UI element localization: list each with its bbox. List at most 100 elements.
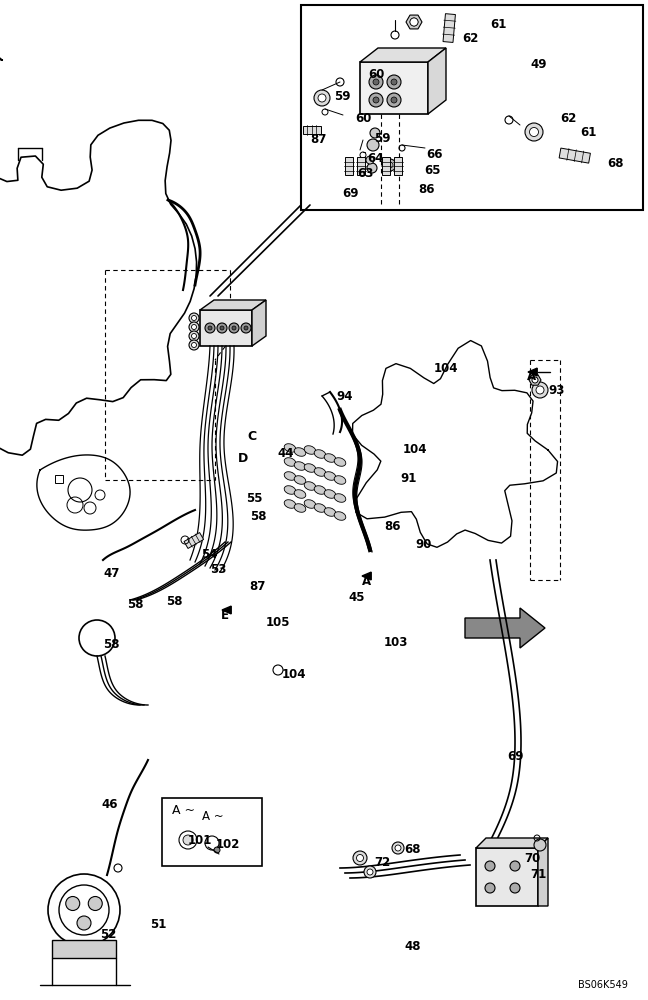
Bar <box>55 475 63 483</box>
Circle shape <box>229 323 239 333</box>
Text: 86: 86 <box>384 520 400 533</box>
Text: 103: 103 <box>384 636 408 649</box>
Polygon shape <box>252 300 266 346</box>
Text: 70: 70 <box>524 852 540 865</box>
Circle shape <box>318 94 326 102</box>
Circle shape <box>485 861 495 871</box>
Ellipse shape <box>304 482 316 490</box>
Ellipse shape <box>334 458 346 466</box>
Text: 101: 101 <box>188 834 213 847</box>
Circle shape <box>353 851 367 865</box>
Circle shape <box>384 159 396 171</box>
Polygon shape <box>200 300 266 310</box>
Text: 86: 86 <box>418 183 435 196</box>
Circle shape <box>391 97 397 103</box>
Circle shape <box>314 90 330 106</box>
Text: 63: 63 <box>357 167 373 180</box>
Text: 51: 51 <box>150 918 167 931</box>
Bar <box>200 310 252 346</box>
Circle shape <box>387 93 401 107</box>
Text: 61: 61 <box>490 18 506 31</box>
Bar <box>162 798 262 866</box>
Circle shape <box>189 340 199 350</box>
Text: 58: 58 <box>166 595 183 608</box>
Polygon shape <box>362 572 371 580</box>
Text: 58: 58 <box>250 510 266 523</box>
Ellipse shape <box>284 486 295 494</box>
Ellipse shape <box>324 472 336 480</box>
Circle shape <box>217 323 227 333</box>
Circle shape <box>391 31 399 39</box>
Polygon shape <box>528 368 537 376</box>
Ellipse shape <box>284 500 295 508</box>
Polygon shape <box>222 606 231 614</box>
Text: 104: 104 <box>282 668 307 681</box>
Polygon shape <box>428 48 446 114</box>
Ellipse shape <box>324 454 336 462</box>
Circle shape <box>366 156 374 164</box>
Text: E: E <box>221 609 229 622</box>
Text: 68: 68 <box>607 157 623 170</box>
Circle shape <box>534 839 546 851</box>
Ellipse shape <box>284 444 295 452</box>
Circle shape <box>183 835 193 845</box>
Ellipse shape <box>324 490 336 498</box>
Circle shape <box>244 326 248 330</box>
Circle shape <box>192 342 196 348</box>
Circle shape <box>410 18 418 26</box>
Bar <box>301 5 643 210</box>
Text: 62: 62 <box>560 112 576 125</box>
Text: 91: 91 <box>400 472 417 485</box>
Circle shape <box>373 97 379 103</box>
Circle shape <box>192 334 196 338</box>
Polygon shape <box>529 375 541 385</box>
Ellipse shape <box>334 494 346 502</box>
Text: 62: 62 <box>462 32 478 45</box>
Text: A: A <box>362 575 371 588</box>
Circle shape <box>373 79 379 85</box>
Polygon shape <box>443 14 456 42</box>
Circle shape <box>192 324 196 330</box>
Text: 93: 93 <box>548 384 564 397</box>
Circle shape <box>525 123 543 141</box>
Text: 60: 60 <box>355 112 371 125</box>
Circle shape <box>410 18 418 26</box>
Circle shape <box>367 139 379 151</box>
Text: 104: 104 <box>403 443 428 456</box>
Circle shape <box>367 869 373 875</box>
Circle shape <box>364 866 376 878</box>
Text: A ~: A ~ <box>202 810 224 823</box>
Circle shape <box>208 326 212 330</box>
Polygon shape <box>360 48 446 62</box>
Text: 69: 69 <box>342 187 358 200</box>
Text: 59: 59 <box>334 90 351 103</box>
Text: 58: 58 <box>103 638 119 651</box>
Circle shape <box>510 883 520 893</box>
Circle shape <box>189 322 199 332</box>
Circle shape <box>369 75 383 89</box>
Polygon shape <box>406 15 422 29</box>
Ellipse shape <box>294 490 306 498</box>
Circle shape <box>387 75 401 89</box>
Text: 69: 69 <box>507 750 524 763</box>
Circle shape <box>205 323 215 333</box>
Circle shape <box>77 916 91 930</box>
Circle shape <box>189 313 199 323</box>
Polygon shape <box>345 157 353 175</box>
Text: 104: 104 <box>434 362 459 375</box>
Circle shape <box>536 386 544 394</box>
Polygon shape <box>476 838 548 848</box>
Circle shape <box>485 883 495 893</box>
Text: D: D <box>238 452 248 465</box>
Text: 87: 87 <box>249 580 266 593</box>
Polygon shape <box>559 148 590 163</box>
Ellipse shape <box>294 504 306 512</box>
Ellipse shape <box>294 476 306 484</box>
Text: 54: 54 <box>201 548 218 561</box>
Text: C: C <box>247 430 256 443</box>
Ellipse shape <box>304 464 316 472</box>
Text: 47: 47 <box>103 567 119 580</box>
Text: 46: 46 <box>101 798 117 811</box>
Circle shape <box>189 331 199 341</box>
Text: A ~: A ~ <box>172 804 195 817</box>
